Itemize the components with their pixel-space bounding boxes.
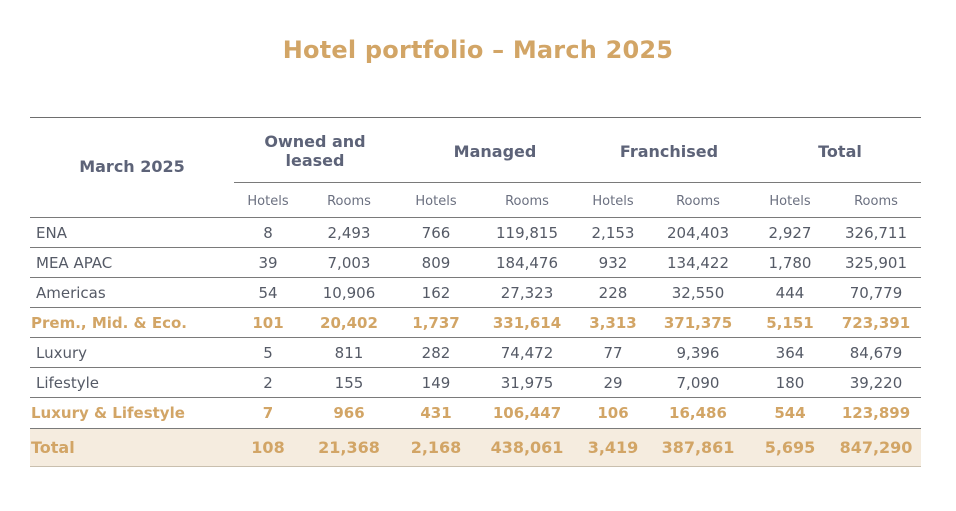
total-row-background: [30, 429, 921, 466]
cell-owned-hotels: 101: [252, 314, 284, 332]
subheader-hotels: Hotels: [769, 194, 811, 209]
cell-franchised-rooms: 204,403: [666, 224, 730, 242]
cell-total-rooms: 847,290: [839, 438, 913, 457]
cell-owned-hotels: 39: [258, 254, 278, 272]
row-divider: [30, 277, 921, 278]
cell-total-hotels: 444: [775, 284, 805, 302]
cell-owned-rooms: 20,402: [320, 314, 378, 332]
cell-owned-rooms: 966: [333, 404, 365, 422]
cell-managed-hotels: 766: [421, 224, 451, 242]
cell-managed-hotels: 1,737: [412, 314, 460, 332]
cell-managed-rooms: 31,975: [500, 374, 554, 392]
cell-total-rooms: 723,391: [841, 314, 911, 332]
cell-franchised-rooms: 32,550: [671, 284, 725, 302]
cell-total-hotels: 180: [775, 374, 805, 392]
cell-managed-hotels: 809: [421, 254, 451, 272]
cell-total-hotels: 2,927: [768, 224, 812, 242]
cell-owned-hotels: 2: [263, 374, 273, 392]
cell-franchised-hotels: 2,153: [591, 224, 635, 242]
cell-total-rooms: 84,679: [849, 344, 903, 362]
row-label: Luxury & Lifestyle: [31, 404, 185, 422]
cell-franchised-rooms: 9,396: [676, 344, 720, 362]
cell-managed-rooms: 74,472: [500, 344, 554, 362]
subheader-rooms: Rooms: [505, 194, 549, 209]
cell-franchised-hotels: 3,313: [589, 314, 637, 332]
row-divider: [30, 428, 921, 429]
cell-franchised-hotels: 77: [603, 344, 623, 362]
cell-owned-hotels: 54: [258, 284, 278, 302]
cell-total-rooms: 39,220: [849, 374, 903, 392]
row-divider: [30, 307, 921, 308]
row-label: Luxury: [36, 344, 88, 362]
group-header-managed: Managed: [453, 141, 537, 161]
cell-total-hotels: 5,695: [764, 438, 816, 457]
table-bottom-rule: [30, 466, 921, 467]
group-header-total: Total: [818, 141, 862, 161]
cell-owned-rooms: 155: [334, 374, 364, 392]
subheader-hotels: Hotels: [247, 194, 289, 209]
cell-franchised-rooms: 371,375: [663, 314, 733, 332]
subheader-rooms: Rooms: [327, 194, 371, 209]
cell-owned-hotels: 5: [263, 344, 273, 362]
subheader-rooms: Rooms: [676, 194, 720, 209]
row-divider: [30, 247, 921, 248]
cell-managed-rooms: 184,476: [495, 254, 559, 272]
row-label: ENA: [36, 224, 67, 242]
row-label: MEA APAC: [36, 254, 113, 272]
cell-managed-hotels: 162: [421, 284, 451, 302]
cell-franchised-hotels: 3,419: [587, 438, 639, 457]
subheader-hotels: Hotels: [592, 194, 634, 209]
cell-owned-rooms: 7,003: [327, 254, 371, 272]
cell-franchised-rooms: 387,861: [661, 438, 735, 457]
cell-franchised-rooms: 7,090: [676, 374, 720, 392]
cell-franchised-hotels: 932: [598, 254, 628, 272]
row-label: Lifestyle: [36, 374, 100, 392]
cell-total-hotels: 544: [774, 404, 806, 422]
row-divider: [30, 337, 921, 338]
cell-managed-hotels: 149: [421, 374, 451, 392]
cell-total-hotels: 364: [775, 344, 805, 362]
cell-franchised-hotels: 228: [598, 284, 628, 302]
cell-managed-hotels: 282: [421, 344, 451, 362]
corner-header-period: March 2025: [79, 157, 185, 176]
cell-owned-hotels: 8: [263, 224, 273, 242]
cell-managed-rooms: 27,323: [500, 284, 554, 302]
cell-total-rooms: 123,899: [841, 404, 911, 422]
group-header-rule: [234, 182, 921, 183]
cell-owned-rooms: 811: [334, 344, 364, 362]
row-divider: [30, 217, 921, 218]
row-divider: [30, 397, 921, 398]
group-header-owned-and-leased: Owned and leased: [264, 132, 366, 170]
cell-total-rooms: 326,711: [844, 224, 908, 242]
row-divider: [30, 367, 921, 368]
group-header-franchised: Franchised: [619, 141, 719, 161]
cell-franchised-hotels: 29: [603, 374, 623, 392]
cell-managed-rooms: 106,447: [492, 404, 562, 422]
row-label: Americas: [36, 284, 106, 302]
cell-owned-rooms: 2,493: [327, 224, 371, 242]
cell-owned-hotels: 108: [251, 438, 285, 457]
cell-total-rooms: 325,901: [844, 254, 908, 272]
cell-total-hotels: 1,780: [768, 254, 812, 272]
row-label: Total: [31, 438, 75, 457]
subheader-hotels: Hotels: [415, 194, 457, 209]
cell-total-rooms: 70,779: [849, 284, 903, 302]
cell-managed-rooms: 119,815: [495, 224, 559, 242]
cell-managed-rooms: 438,061: [490, 438, 564, 457]
cell-total-hotels: 5,151: [766, 314, 814, 332]
cell-franchised-rooms: 134,422: [666, 254, 730, 272]
cell-owned-rooms: 10,906: [322, 284, 376, 302]
cell-franchised-rooms: 16,486: [669, 404, 727, 422]
subheader-rooms: Rooms: [854, 194, 898, 209]
cell-managed-rooms: 331,614: [492, 314, 562, 332]
cell-managed-hotels: 431: [420, 404, 452, 422]
cell-managed-hotels: 2,168: [410, 438, 462, 457]
row-label: Prem., Mid. & Eco.: [31, 314, 187, 332]
cell-franchised-hotels: 106: [597, 404, 629, 422]
cell-owned-rooms: 21,368: [318, 438, 380, 457]
page-title: Hotel portfolio – March 2025: [282, 36, 674, 64]
table-top-rule: [30, 117, 921, 118]
cell-owned-hotels: 7: [262, 404, 274, 422]
